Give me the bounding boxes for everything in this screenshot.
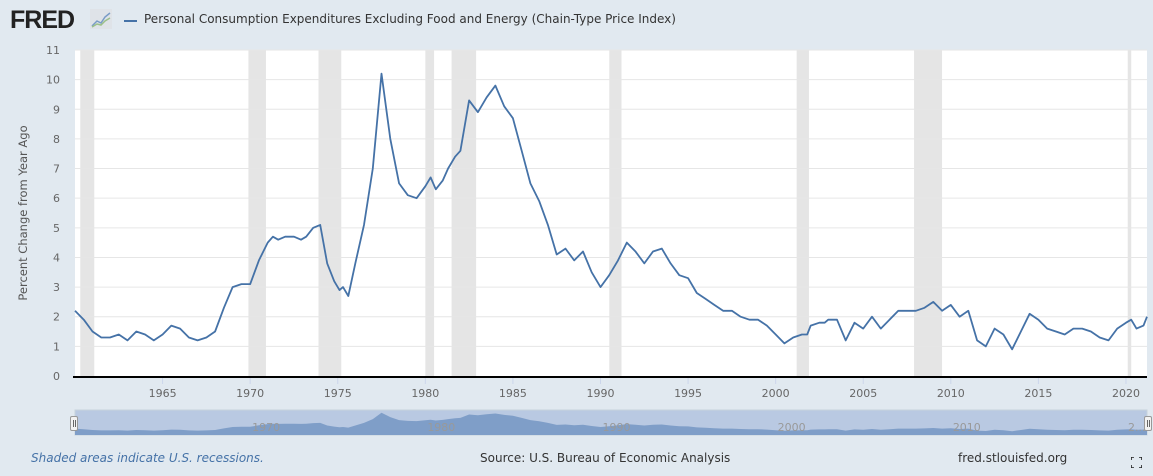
- series-line[interactable]: [74, 72, 1148, 351]
- y-tick-label: 10: [46, 74, 60, 87]
- x-tick-label: 1985: [499, 387, 527, 400]
- y-tick-label: 2: [53, 311, 60, 324]
- y-tick-label: 9: [53, 103, 60, 116]
- source-note: Source: U.S. Bureau of Economic Analysis: [480, 451, 731, 465]
- y-axis-ticks: 0 1 2 3 4 5 6 7 8 9 10 11: [46, 44, 60, 383]
- y-tick-label: 0: [53, 370, 60, 383]
- navigator-label: 2010: [953, 421, 981, 434]
- x-tick-label: 1975: [324, 387, 352, 400]
- fullscreen-icon[interactable]: [1131, 457, 1142, 468]
- navigator: 1970 1980 1990 2000 2010 2...: [74, 409, 1148, 436]
- x-tick-label: 1990: [586, 387, 614, 400]
- x-tick-label: 1980: [411, 387, 439, 400]
- recession-note: Shaded areas indicate U.S. recessions.: [31, 451, 264, 465]
- recession-band: [451, 50, 477, 376]
- y-tick-label: 4: [53, 251, 60, 264]
- recession-bands: [80, 50, 1132, 376]
- navigator-labels: 1970 1980 1990 2000 2010 2...: [252, 421, 1145, 434]
- x-tick-label: 2020: [1112, 387, 1140, 400]
- x-tick-label: 1965: [149, 387, 177, 400]
- y-tick-label: 11: [46, 44, 60, 57]
- recession-band: [796, 50, 809, 376]
- x-tick-label: 2000: [762, 387, 790, 400]
- x-axis-ticks: 1965 1970 1975 1980 1985 1990 1995 2000 2005 2010…: [149, 376, 1140, 400]
- line-chart-icon: [90, 9, 112, 29]
- recession-band: [248, 50, 266, 376]
- y-axis-label: Percent Change from Year Ago: [16, 125, 30, 300]
- chart-header: FRED Personal Consumption Expenditures E…: [0, 0, 1153, 40]
- navigator-label: 2...: [1128, 421, 1146, 434]
- x-tick-label: 1970: [236, 387, 264, 400]
- recession-band: [80, 50, 95, 376]
- gridlines: [75, 49, 1147, 347]
- y-tick-label: 3: [53, 281, 60, 294]
- navigator-left-handle[interactable]: [70, 416, 78, 431]
- x-tick-label: 2005: [849, 387, 877, 400]
- recession-band: [914, 50, 943, 376]
- navigator-label: 1980: [427, 421, 455, 434]
- y-tick-label: 8: [53, 133, 60, 146]
- recession-band: [318, 50, 342, 376]
- navigator-label: 1970: [252, 421, 280, 434]
- navigator-label: 2000: [778, 421, 806, 434]
- site-link[interactable]: fred.stlouisfed.org: [958, 451, 1068, 465]
- x-tick-label: 1995: [674, 387, 702, 400]
- navigator-label: 1990: [602, 421, 630, 434]
- y-tick-label: 1: [53, 340, 60, 353]
- y-tick-label: 7: [53, 163, 60, 176]
- recession-band: [609, 50, 622, 376]
- x-tick-label: 2015: [1024, 387, 1052, 400]
- fred-logo[interactable]: FRED: [10, 6, 75, 34]
- navigator-area: [75, 412, 1147, 435]
- legend-series-title[interactable]: Personal Consumption Expenditures Exclud…: [144, 12, 676, 26]
- recession-band: [1127, 50, 1132, 376]
- y-tick-label: 6: [53, 192, 60, 205]
- recession-band: [425, 50, 435, 376]
- x-tick-label: 2010: [937, 387, 965, 400]
- legend-line-swatch: [124, 20, 137, 22]
- y-tick-label: 5: [53, 222, 60, 235]
- navigator-right-handle[interactable]: [1144, 416, 1152, 431]
